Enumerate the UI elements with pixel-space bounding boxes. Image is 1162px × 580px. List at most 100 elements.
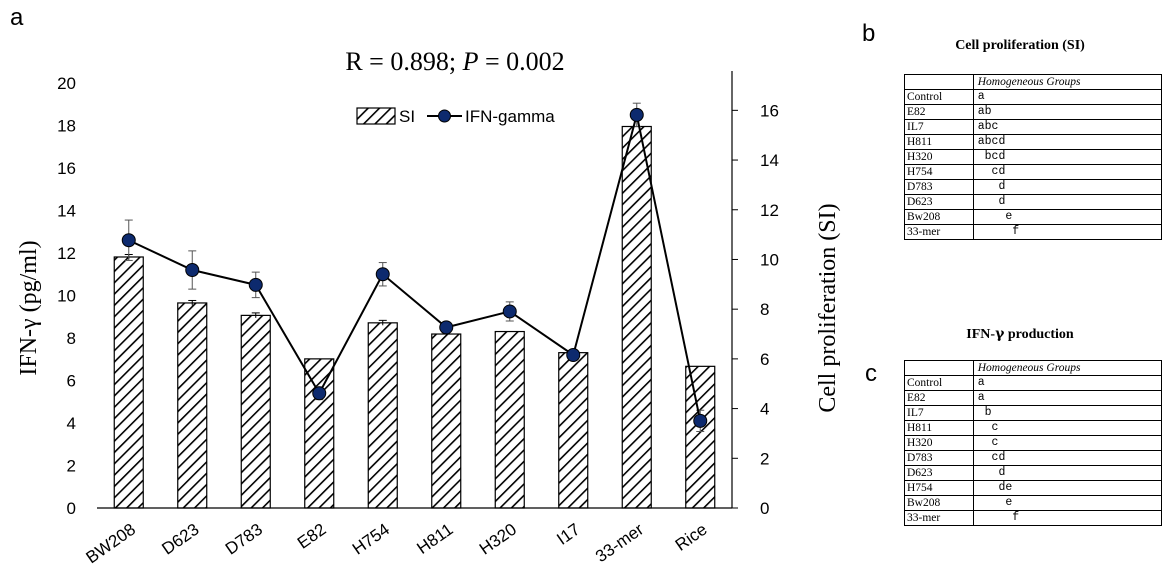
y-right-tick-label: 16 <box>760 101 779 120</box>
x-tick-label: H754 <box>349 520 393 559</box>
y-axis-left-label: IFN-γ (pg/ml) <box>16 240 42 375</box>
y-right-tick-label: 12 <box>760 201 779 220</box>
y-right-tick-label: 4 <box>760 400 769 419</box>
x-tick-label: E82 <box>294 520 330 553</box>
row-name-cell: 33-mer <box>904 224 974 240</box>
table-header-row: Homogeneous Groups <box>904 360 1162 376</box>
row-group-cell: bcd <box>972 149 1162 165</box>
row-group-cell: c <box>972 435 1162 451</box>
table-row: H320 bcd <box>904 149 1162 165</box>
header-empty-cell <box>904 74 974 90</box>
row-group-cell: e <box>972 495 1162 511</box>
y-left-tick-label: 12 <box>57 244 76 263</box>
row-name-cell: E82 <box>904 390 974 406</box>
ifn-gamma-point <box>629 107 644 122</box>
y-left-tick-label: 16 <box>57 159 76 178</box>
ifn-gamma-point <box>439 320 454 335</box>
table-row: 33-mer f <box>904 224 1162 240</box>
header-empty-cell <box>904 360 974 376</box>
table-row: IL7 b <box>904 405 1162 421</box>
table-row: H320 c <box>904 435 1162 451</box>
row-name-cell: Control <box>904 89 974 105</box>
table-row: H754 de <box>904 480 1162 496</box>
table-row: 33-mer f <box>904 510 1162 526</box>
si-bar <box>240 314 271 509</box>
table-row: H811 c <box>904 420 1162 436</box>
y-left-tick-label: 10 <box>57 287 76 306</box>
row-group-cell: f <box>972 224 1162 240</box>
row-name-cell: D783 <box>904 450 974 466</box>
x-tick-label: 33-mer <box>592 520 647 567</box>
row-group-cell: a <box>972 390 1162 406</box>
table-row: D623 d <box>904 465 1162 481</box>
legend-line-label: IFN-gamma <box>465 107 555 126</box>
si-bar <box>367 322 398 509</box>
si-bar <box>621 125 652 509</box>
x-tick-label: H320 <box>476 520 520 559</box>
row-group-cell: a <box>972 89 1162 105</box>
ifn-gamma-point <box>566 348 581 362</box>
row-group-cell: abc <box>972 119 1162 135</box>
y-left-tick-label: 6 <box>67 372 76 391</box>
row-name-cell: H754 <box>904 480 974 496</box>
y-right-tick-label: 14 <box>760 151 779 170</box>
row-name-cell: H320 <box>904 435 974 451</box>
x-tick-label: D623 <box>158 520 202 559</box>
row-name-cell: H320 <box>904 149 974 165</box>
ifn-gamma-point <box>248 277 263 292</box>
row-name-cell: IL7 <box>904 405 974 421</box>
table-c-title: IFN-γ production <box>966 326 1074 342</box>
si-bar <box>494 330 525 509</box>
y-right-tick-label: 2 <box>760 449 769 468</box>
row-group-cell: d <box>972 465 1162 481</box>
ifn-gamma-point <box>693 413 708 428</box>
row-name-cell: D783 <box>904 179 974 195</box>
table-b-title: Cell proliferation (SI) <box>955 38 1085 53</box>
y-right-tick-label: 6 <box>760 350 769 369</box>
row-group-cell: f <box>972 510 1162 526</box>
y-axis-right-label: Cell proliferation (SI) <box>815 203 841 412</box>
row-name-cell: E82 <box>904 104 974 120</box>
table-row: D783 d <box>904 179 1162 195</box>
x-tick-label: H811 <box>413 520 456 558</box>
chart-title: R = 0.898; P = 0.002 <box>345 47 564 76</box>
ifn-gamma-line <box>128 114 702 422</box>
table-row: H754 cd <box>904 164 1162 180</box>
row-group-cell: b <box>972 405 1162 421</box>
legend: SI IFN-gamma <box>356 107 555 126</box>
y-left-tick-label: 8 <box>67 329 76 348</box>
table-row: D623 d <box>904 194 1162 210</box>
panel-label-b: b <box>862 20 876 47</box>
table-row: E82 a <box>904 390 1162 406</box>
row-group-cell: cd <box>972 164 1162 180</box>
ifn-gamma-point <box>375 267 390 282</box>
combo-chart: R = 0.898; P = 0.002 0 2 4 6 8 10 12 14 16 18 20 0 2… <box>16 47 841 568</box>
header-cell: Homogeneous Groups <box>972 360 1162 376</box>
y-right-tick-label: 10 <box>760 250 779 269</box>
table-row: H811 abcd <box>904 134 1162 150</box>
row-group-cell: ab <box>972 104 1162 120</box>
panel-label-a: a <box>10 4 24 31</box>
y-left-tick-label: 20 <box>57 74 76 93</box>
x-tick-label: BW208 <box>82 520 139 568</box>
row-name-cell: D623 <box>904 465 974 481</box>
y-left-tick-label: 2 <box>67 457 76 476</box>
row-group-cell: a <box>972 375 1162 391</box>
header-cell: Homogeneous Groups <box>972 74 1162 90</box>
ifn-gamma-point <box>312 386 327 401</box>
x-tick-label: D783 <box>222 520 266 559</box>
table-row: E82 ab <box>904 104 1162 120</box>
ifn-gamma-point <box>121 233 136 248</box>
row-name-cell: Bw208 <box>904 495 974 511</box>
si-bar <box>558 352 589 509</box>
si-bar <box>685 365 716 509</box>
si-bar <box>304 358 335 509</box>
ifn-gamma-point <box>502 304 517 319</box>
si-bar <box>113 256 144 509</box>
table-row: Control a <box>904 375 1162 391</box>
table-header-row: Homogeneous Groups <box>904 74 1162 90</box>
row-name-cell: H811 <box>904 420 974 436</box>
y-left-tick-label: 0 <box>67 499 76 518</box>
homogeneous-groups-table-ifn: Homogeneous Groups Control a E82 a IL7 b H811 … <box>904 360 1162 526</box>
legend-bar-label: SI <box>399 107 415 126</box>
